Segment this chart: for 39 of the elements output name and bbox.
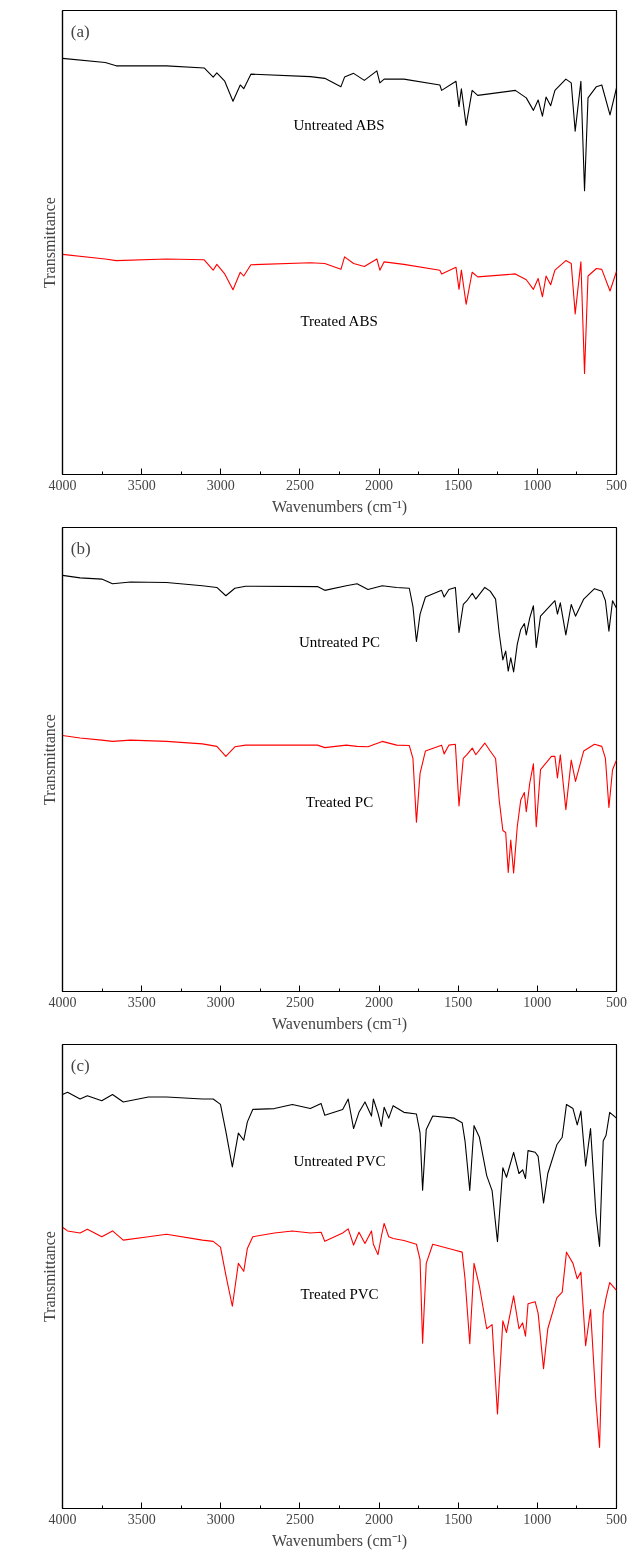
- x-tick-label: 3500: [127, 1511, 156, 1527]
- text: Treated ABS: [300, 312, 378, 329]
- x-tick-label: 500: [606, 994, 627, 1010]
- x-tick-label: 3000: [206, 1511, 235, 1527]
- x-tick-label: 1500: [444, 1511, 473, 1527]
- text: (a): [70, 21, 90, 41]
- x-tick-label: 1000: [523, 1511, 552, 1527]
- series-label: Untreated PVC: [293, 1153, 386, 1170]
- x-tick-label: 1000: [523, 994, 552, 1010]
- y-axis-title: Transmittance: [40, 1231, 58, 1322]
- x-tick-label: 1500: [444, 477, 473, 493]
- x-tick-label: 500: [606, 477, 627, 493]
- x-tick-label: 2000: [365, 1511, 394, 1527]
- x-tick-label: 4000: [48, 477, 77, 493]
- text: (c): [70, 1055, 90, 1075]
- x-axis-title: Wavenumbers (cm⁻¹): [271, 497, 408, 516]
- text: (b): [70, 538, 91, 558]
- x-tick-label: 3500: [127, 994, 156, 1010]
- x-tick-label: 3500: [127, 477, 156, 493]
- x-tick-label: 1000: [523, 477, 552, 493]
- x-tick-label: 3000: [206, 994, 235, 1010]
- x-tick-label: 4000: [48, 1511, 77, 1527]
- text: Untreated ABS: [293, 116, 385, 133]
- y-axis-title: Transmittance: [40, 197, 58, 288]
- text: Treated PVC: [300, 1285, 379, 1302]
- x-tick-label: 1500: [444, 994, 473, 1010]
- x-tick-label: 2500: [285, 1511, 314, 1527]
- x-tick-label: 3000: [206, 477, 235, 493]
- x-tick-label: 2000: [365, 994, 394, 1010]
- text: Treated PC: [305, 794, 374, 811]
- x-tick-label: 2500: [285, 994, 314, 1010]
- text: Untreated PC: [298, 633, 381, 650]
- x-tick-label: 500: [606, 1511, 627, 1527]
- x-tick-label: 2500: [285, 477, 314, 493]
- x-axis-title: Wavenumbers (cm⁻¹): [271, 1531, 408, 1550]
- x-tick-label: 4000: [48, 994, 77, 1010]
- x-axis-title: Wavenumbers (cm⁻¹): [271, 1014, 408, 1033]
- x-tick-label: 2000: [365, 477, 394, 493]
- y-axis-title: Transmittance: [40, 714, 58, 805]
